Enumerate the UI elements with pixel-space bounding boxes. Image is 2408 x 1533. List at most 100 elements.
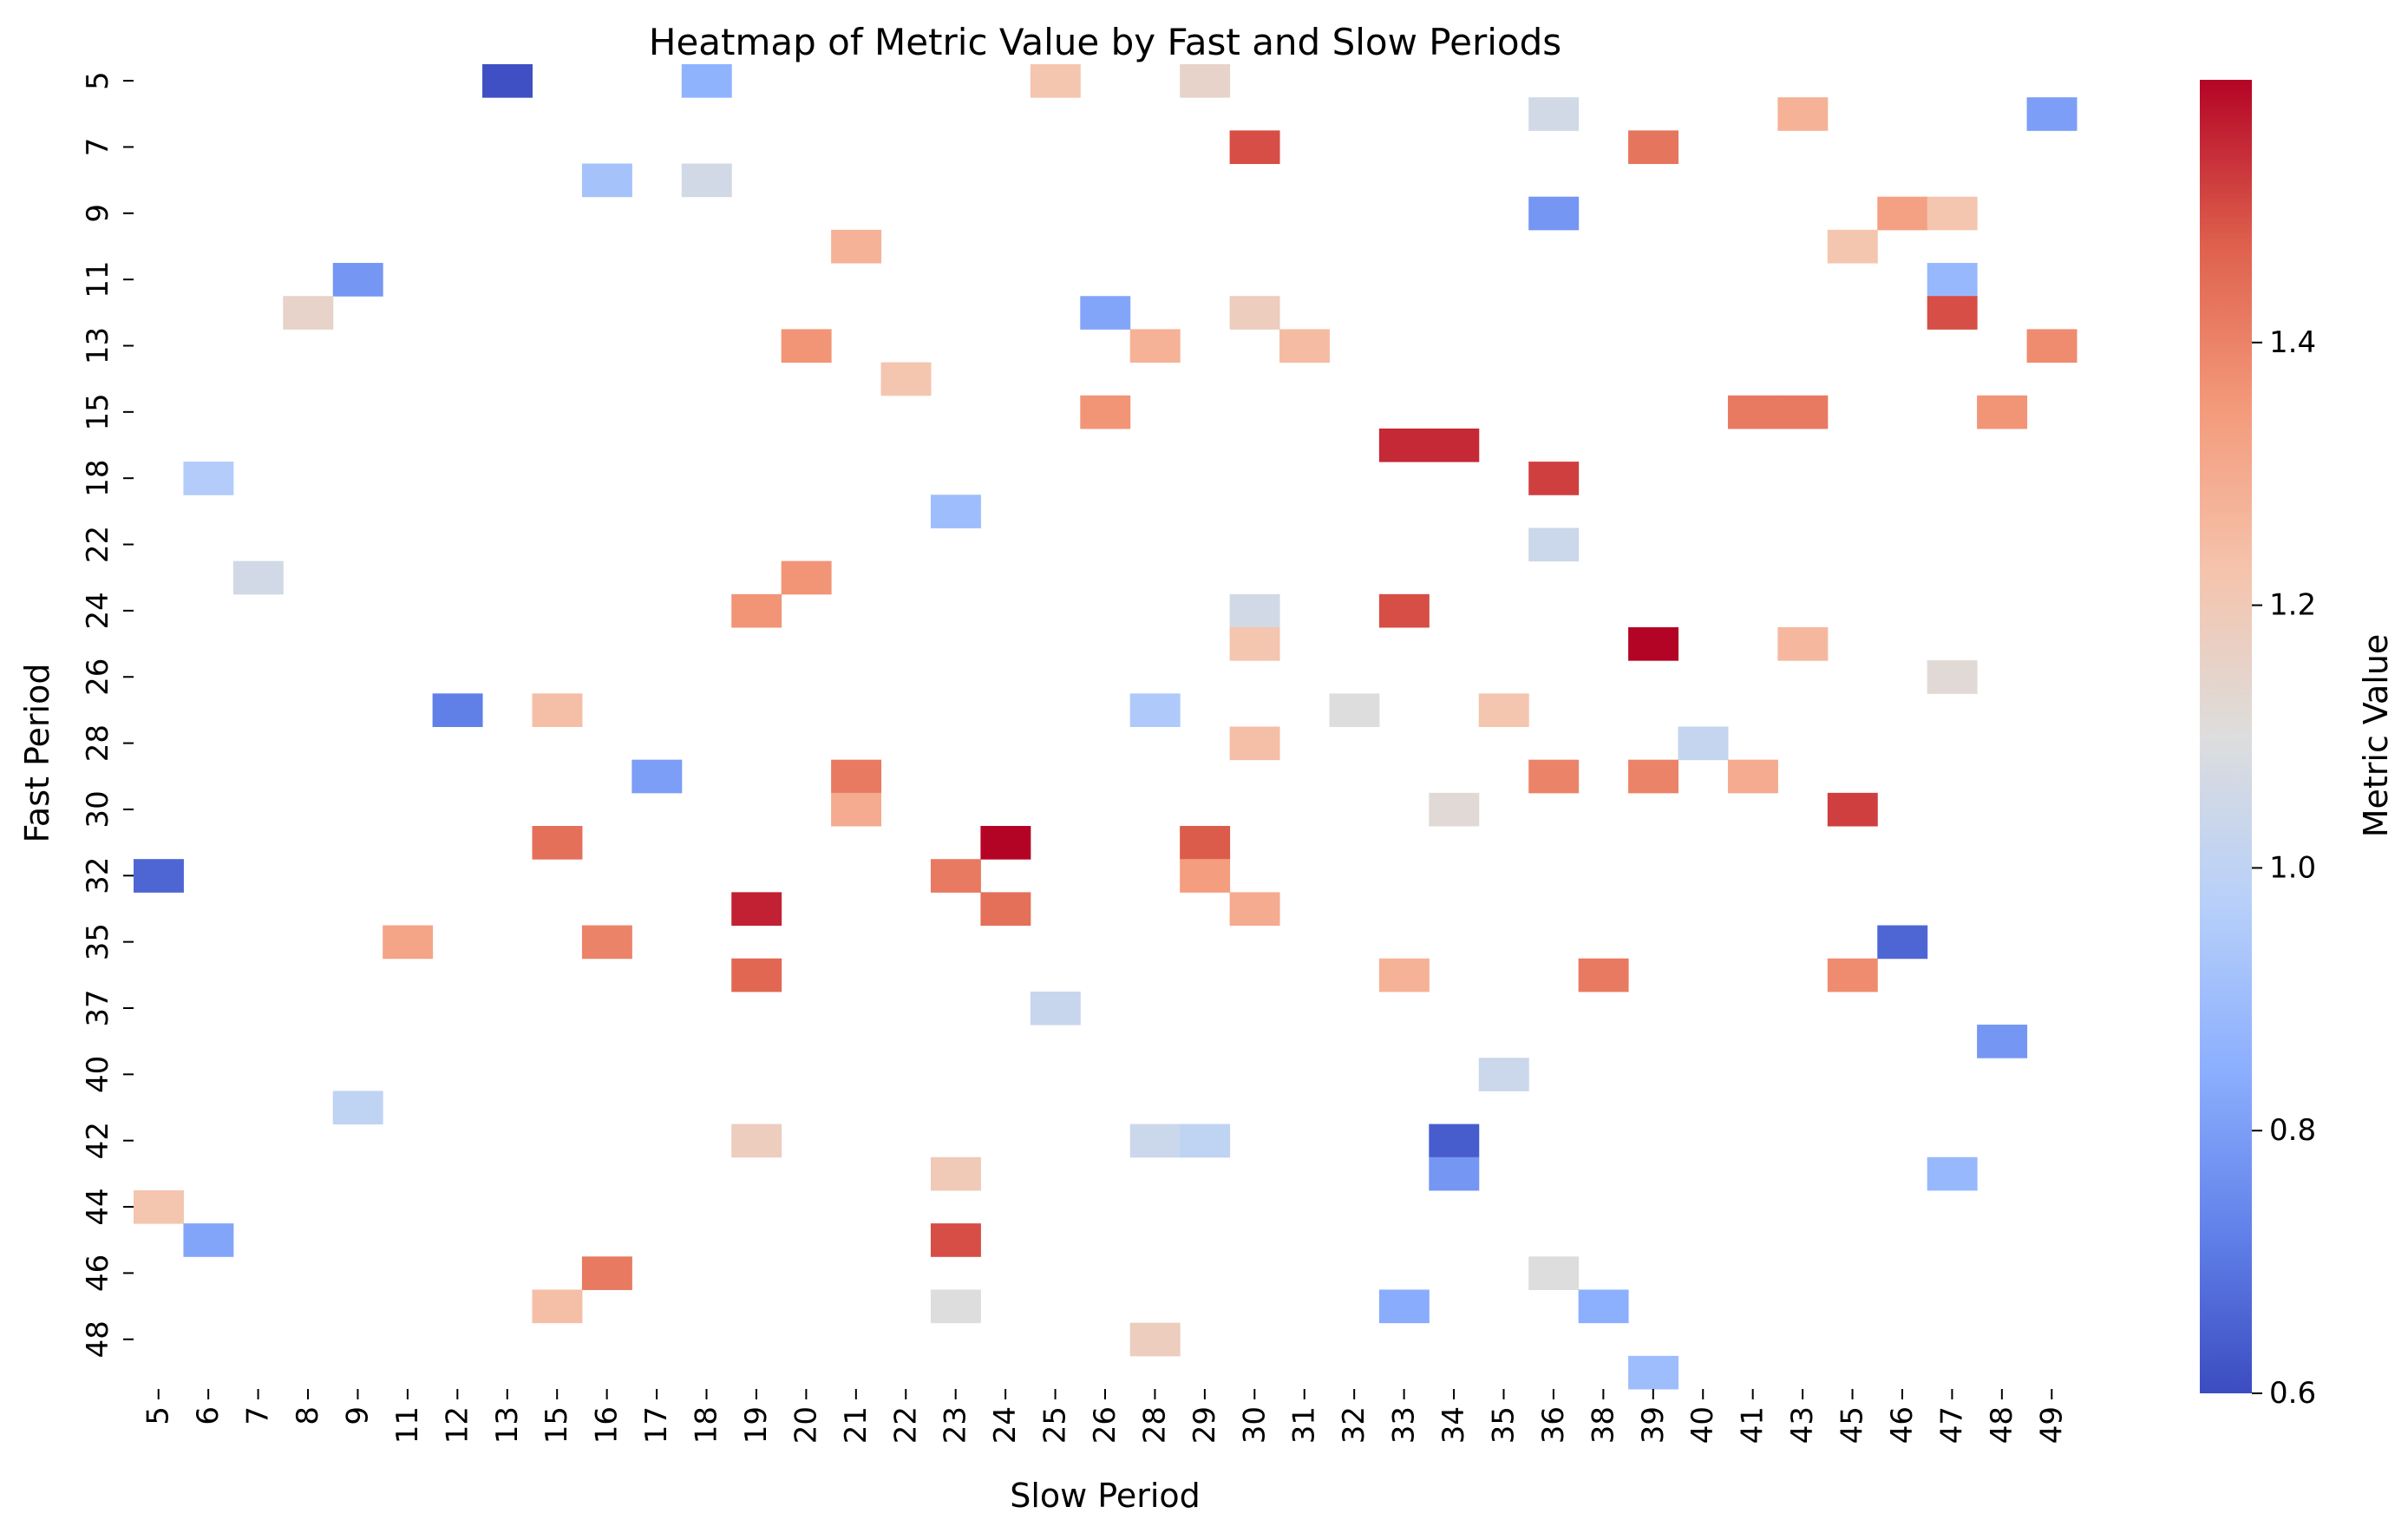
heatmap-cell [1229,892,1280,927]
heatmap-cell [1827,792,1878,827]
heatmap-cell [1180,859,1231,893]
heatmap-cell [1429,428,1480,462]
x-tick-label: 46 [1885,1406,1920,1444]
x-tick-label: 9 [340,1406,375,1425]
heatmap-cell [831,792,882,827]
heatmap-cell [980,826,1031,860]
heatmap-cell [134,1189,184,1224]
x-tick-label: 15 [540,1406,574,1444]
y-tick-label: 22 [81,526,115,563]
x-tick-label: 12 [440,1406,474,1444]
heatmap-cell [1080,296,1131,330]
y-tick-label: 15 [81,393,115,430]
heatmap-cell [1080,395,1131,429]
y-axis-label: Fast Period [18,664,56,843]
heatmap-cell [1727,759,1778,794]
y-tick-label: 18 [81,460,115,497]
y-tick-label: 37 [81,989,115,1026]
x-tick-label: 34 [1436,1406,1471,1444]
heatmap-cell [1180,1124,1231,1158]
heatmap-cell [532,1289,583,1324]
colorbar-tick-label: 1.0 [2269,850,2316,885]
colorbar [2200,80,2252,1393]
heatmap-cell [1877,196,1928,231]
colorbar-tick-label: 1.4 [2269,325,2316,360]
y-tick-label: 5 [81,71,115,90]
heatmap-cell [1628,1355,1679,1390]
chart-title: Heatmap of Metric Value by Fast and Slow… [649,21,1561,63]
y-tick-label: 26 [81,658,115,696]
heatmap-cell [332,263,383,297]
x-tick-label: 39 [1636,1406,1671,1444]
heatmap-cell [1229,296,1280,330]
heatmap-cell [1528,196,1580,231]
heatmap-cell [482,64,533,98]
heatmap-cell [1528,462,1580,495]
heatmap-cell [930,1156,981,1191]
y-tick-label: 28 [81,724,115,762]
heatmap-cell [880,362,932,396]
x-tick-label: 49 [2034,1406,2069,1444]
y-tick-label: 9 [81,204,115,223]
heatmap-cell [1478,693,1529,727]
heatmap-cell [731,1124,782,1158]
x-tick-label: 47 [1934,1406,1969,1444]
heatmap-cell [183,1223,234,1257]
heatmap-cell [1628,130,1679,165]
heatmap-cell [581,925,632,960]
y-axis: 5 7 9 11 13 15 18 22 24 26 28 30 32 35 37 40 42 44 46 48 [81,71,134,1358]
colorbar-label: Metric Value [2357,634,2395,838]
heatmap-cell [930,859,981,893]
heatmap-cell [731,892,782,927]
heatmap-cell [831,759,882,794]
y-tick-label: 44 [81,1188,115,1225]
y-tick-label: 7 [81,138,115,157]
heatmap-cell [1129,693,1181,727]
x-tick-label: 20 [788,1406,823,1444]
y-tick-label: 42 [81,1122,115,1159]
x-tick-label: 24 [988,1406,1023,1444]
heatmap-cell [1578,1289,1629,1324]
colorbar-ticks: 0.6 0.8 1.0 1.2 1.4 [2252,325,2316,1411]
heatmap-cell [1180,64,1231,98]
heatmap-cell [1628,626,1679,661]
x-tick-label: 17 [639,1406,674,1444]
heatmap-cell [283,296,334,330]
x-tick-label: 30 [1237,1406,1272,1444]
x-tick-label: 33 [1387,1406,1422,1444]
heatmap-cell [1429,792,1480,827]
heatmap-cell [332,1091,383,1125]
heatmap-cell [532,693,583,727]
heatmap-cell [1578,958,1629,993]
heatmap-cell [1429,1124,1480,1158]
heatmap-cell [1927,1156,1978,1191]
x-tick-label: 16 [590,1406,625,1444]
x-tick-label: 45 [1835,1406,1870,1444]
heatmap-cell [1528,759,1580,794]
heatmap-cell [1927,660,1978,694]
x-tick-label: 8 [291,1406,325,1425]
y-tick-label: 48 [81,1320,115,1358]
heatmap-cell [1827,229,1878,264]
x-tick-label: 13 [490,1406,525,1444]
y-tick-label: 30 [81,790,115,828]
y-tick-label: 24 [81,592,115,629]
heatmap-cell [681,64,732,98]
heatmap-cell [581,163,632,198]
colorbar-tick-label: 1.2 [2269,588,2316,623]
heatmap-cell [831,229,882,264]
x-tick-label: 40 [1685,1406,1720,1444]
heatmap-cell [1329,693,1380,727]
heatmap-cell [134,859,184,893]
heatmap-cell [1030,991,1081,1025]
heatmap-cell [980,892,1031,927]
x-axis-label: Slow Period [1010,1477,1201,1515]
heatmap-cell [681,163,732,198]
x-tick-label: 22 [888,1406,923,1444]
heatmap-cell [1229,593,1280,628]
y-tick-label: 35 [81,923,115,960]
x-tick-label: 35 [1486,1406,1521,1444]
heatmap-cell [781,560,832,595]
x-tick-label: 38 [1586,1406,1620,1444]
heatmap-cell [781,329,832,364]
